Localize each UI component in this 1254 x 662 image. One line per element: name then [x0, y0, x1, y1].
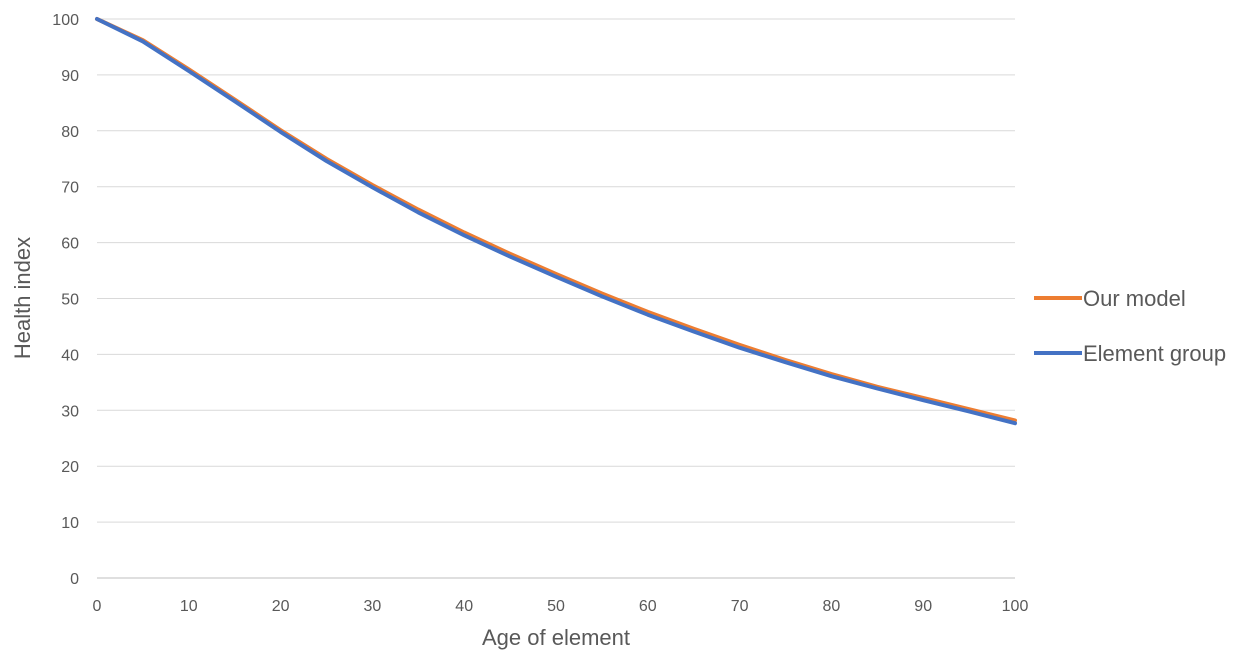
y-tick-label: 10 — [61, 515, 79, 532]
series-line — [95, 17, 1017, 423]
series-line — [95, 17, 1017, 426]
x-tick-label: 10 — [180, 598, 198, 615]
x-tick-label: 90 — [914, 598, 932, 615]
y-tick-label: 30 — [61, 403, 79, 420]
x-tick-label: 70 — [731, 598, 749, 615]
x-tick-label: 80 — [823, 598, 841, 615]
x-tick-label: 20 — [272, 598, 290, 615]
series-lines — [95, 17, 1017, 426]
y-tick-label: 20 — [61, 459, 79, 476]
y-axis-title: Health index — [10, 237, 35, 359]
legend-label: Our model — [1083, 286, 1186, 311]
y-tick-label: 40 — [61, 347, 79, 364]
y-tick-label: 100 — [52, 12, 79, 29]
x-tick-label: 30 — [364, 598, 382, 615]
x-tick-label: 100 — [1002, 598, 1029, 615]
y-tick-label: 90 — [61, 68, 79, 85]
y-tick-label: 80 — [61, 124, 79, 141]
y-tick-label: 50 — [61, 292, 79, 309]
x-tick-label: 50 — [547, 598, 565, 615]
y-tick-label: 0 — [70, 571, 79, 588]
x-axis-title: Age of element — [482, 625, 630, 650]
tick-labels: 0 10 20 30 40 50 60 70 80 90 100 0 10 20 30 40 50 60 70 80 9… — [52, 12, 1028, 615]
y-tick-label: 70 — [61, 180, 79, 197]
x-tick-label: 60 — [639, 598, 657, 615]
x-tick-label: 40 — [455, 598, 473, 615]
legend-label: Element group — [1083, 341, 1226, 366]
x-tick-label: 0 — [93, 598, 102, 615]
legend: Our model Element group — [1034, 286, 1226, 366]
y-tick-label: 60 — [61, 236, 79, 253]
gridlines — [97, 18, 1015, 579]
